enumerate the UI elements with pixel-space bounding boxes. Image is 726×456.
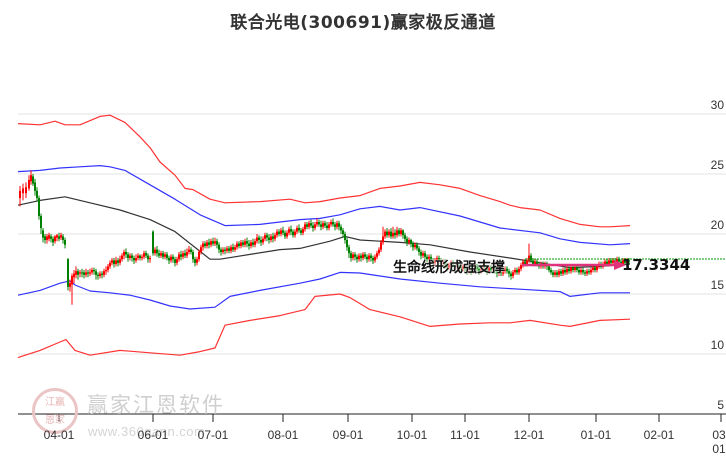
support-label: 生命线形成强支撑 <box>393 260 505 276</box>
watermark-url: www.360gann.com <box>88 424 206 439</box>
x-tick-label: 09-01 <box>332 428 364 442</box>
x-tick-label: 06-01 <box>137 428 169 442</box>
x-tick-label: 10-01 <box>396 428 428 442</box>
x-tick-label: 04-01 <box>43 428 75 442</box>
lower_outer-band-line <box>17 293 631 359</box>
support-annotation <box>522 258 726 270</box>
x-axis <box>18 413 726 422</box>
y-tick-label: 30 <box>710 98 724 112</box>
x-tick-label: 08-01 <box>267 428 299 442</box>
watermark-brand: 赢家江恩软件 <box>87 393 225 417</box>
x-tick-label: 01-01 <box>580 428 612 442</box>
y-tick-label: 5 <box>717 398 724 412</box>
y-tick-label: 10 <box>710 338 724 352</box>
candlesticks <box>19 170 630 305</box>
x-tick-label: 07-01 <box>197 428 229 442</box>
y-tick-label: 25 <box>710 158 724 172</box>
x-tick-label: 11-01 <box>450 428 480 442</box>
y-tick-label: 20 <box>710 218 724 232</box>
channel-bands <box>17 114 631 359</box>
x-tick-label: 12-01 <box>513 428 545 442</box>
chart-title: 联合光电(300691)赢家极反通道 <box>230 13 496 33</box>
lower_inner-band-line <box>17 271 630 310</box>
y-tick-label: 15 <box>710 278 724 292</box>
support-value: 17.3344 <box>622 256 691 274</box>
x-tick-label: 02-01 <box>643 428 675 442</box>
watermark-logo: 江赢 恩家 <box>32 388 78 434</box>
gridlines <box>18 113 726 355</box>
upper_inner-band-line <box>17 165 631 246</box>
x-tick-label: 03-01 <box>712 428 726 456</box>
middle-band-line <box>17 196 631 269</box>
upper_outer-band-line <box>17 114 631 228</box>
